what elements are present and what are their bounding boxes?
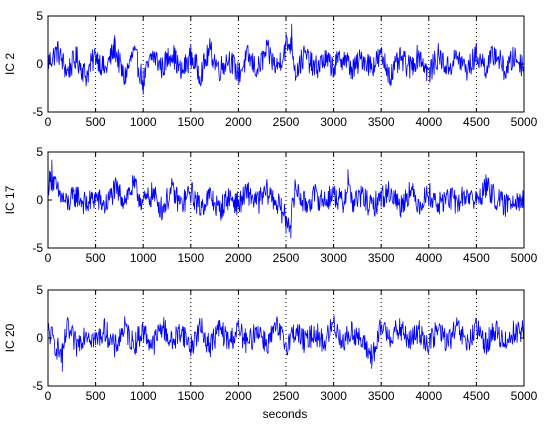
- y-tick-label: -5: [32, 379, 43, 393]
- x-tick-label: 3000: [320, 389, 347, 403]
- x-tick-label: 4000: [415, 251, 442, 265]
- x-tick-label: 0: [45, 389, 52, 403]
- subplot-3: 0 500 1000 1500 2000 2500 3000 3500 4000 4500 5000…: [3, 283, 538, 403]
- x-tick-label: 4000: [415, 115, 442, 129]
- x-tick-label: 4000: [415, 389, 442, 403]
- series-line: [47, 23, 525, 95]
- subplot-2: 0 500 1000 1500 2000 2500 3000 3500 4000 4500 5000…: [3, 145, 538, 265]
- x-tick-label: 3500: [368, 389, 395, 403]
- y-tick-label: 0: [36, 331, 43, 345]
- y-tick-label: 5: [36, 9, 43, 23]
- x-tick-label: 1500: [177, 115, 204, 129]
- x-tick-label: 3000: [320, 115, 347, 129]
- subplot-1: 0 500 1000 1500 2000 2500 3000 3500 4000 4500 5000…: [3, 9, 538, 129]
- y-axis-label: IC 17: [3, 185, 17, 214]
- x-tick-label: 2000: [225, 389, 252, 403]
- x-tick-label: 1500: [177, 389, 204, 403]
- x-tick-label: 3000: [320, 251, 347, 265]
- y-tick-label: 0: [36, 193, 43, 207]
- y-tick-label: 5: [36, 145, 43, 159]
- y-tick-label: -5: [32, 241, 43, 255]
- x-tick-label: 500: [86, 389, 106, 403]
- y-tick-label: 5: [36, 283, 43, 297]
- x-tick-label: 1000: [130, 389, 157, 403]
- x-tick-label: 3500: [368, 115, 395, 129]
- x-tick-label: 5000: [511, 115, 538, 129]
- series-line: [47, 315, 525, 372]
- x-tick-label: 2000: [225, 115, 252, 129]
- x-tick-label: 5000: [511, 389, 538, 403]
- x-tick-label: 4500: [463, 115, 490, 129]
- series-line: [47, 159, 525, 239]
- subplot-stack: 0 500 1000 1500 2000 2500 3000 3500 4000 4500 5000…: [3, 9, 538, 403]
- x-axis-label: seconds: [263, 407, 308, 421]
- x-tick-label: 5000: [511, 251, 538, 265]
- x-tick-label: 4500: [463, 389, 490, 403]
- x-tick-label: 500: [86, 115, 106, 129]
- x-tick-label: 2500: [273, 389, 300, 403]
- x-tick-label: 2500: [273, 251, 300, 265]
- x-tick-label: 0: [45, 251, 52, 265]
- x-tick-label: 1000: [130, 115, 157, 129]
- x-tick-label: 1000: [130, 251, 157, 265]
- y-tick-label: 0: [36, 57, 43, 71]
- y-tick-label: -5: [32, 105, 43, 119]
- x-tick-label: 4500: [463, 251, 490, 265]
- x-tick-label: 3500: [368, 251, 395, 265]
- x-tick-label: 0: [45, 115, 52, 129]
- x-tick-label: 2000: [225, 251, 252, 265]
- x-tick-label: 1500: [177, 251, 204, 265]
- x-tick-label: 2500: [273, 115, 300, 129]
- x-tick-label: 500: [86, 251, 106, 265]
- y-axis-label: IC 20: [3, 323, 17, 352]
- y-axis-label: IC 2: [3, 53, 17, 75]
